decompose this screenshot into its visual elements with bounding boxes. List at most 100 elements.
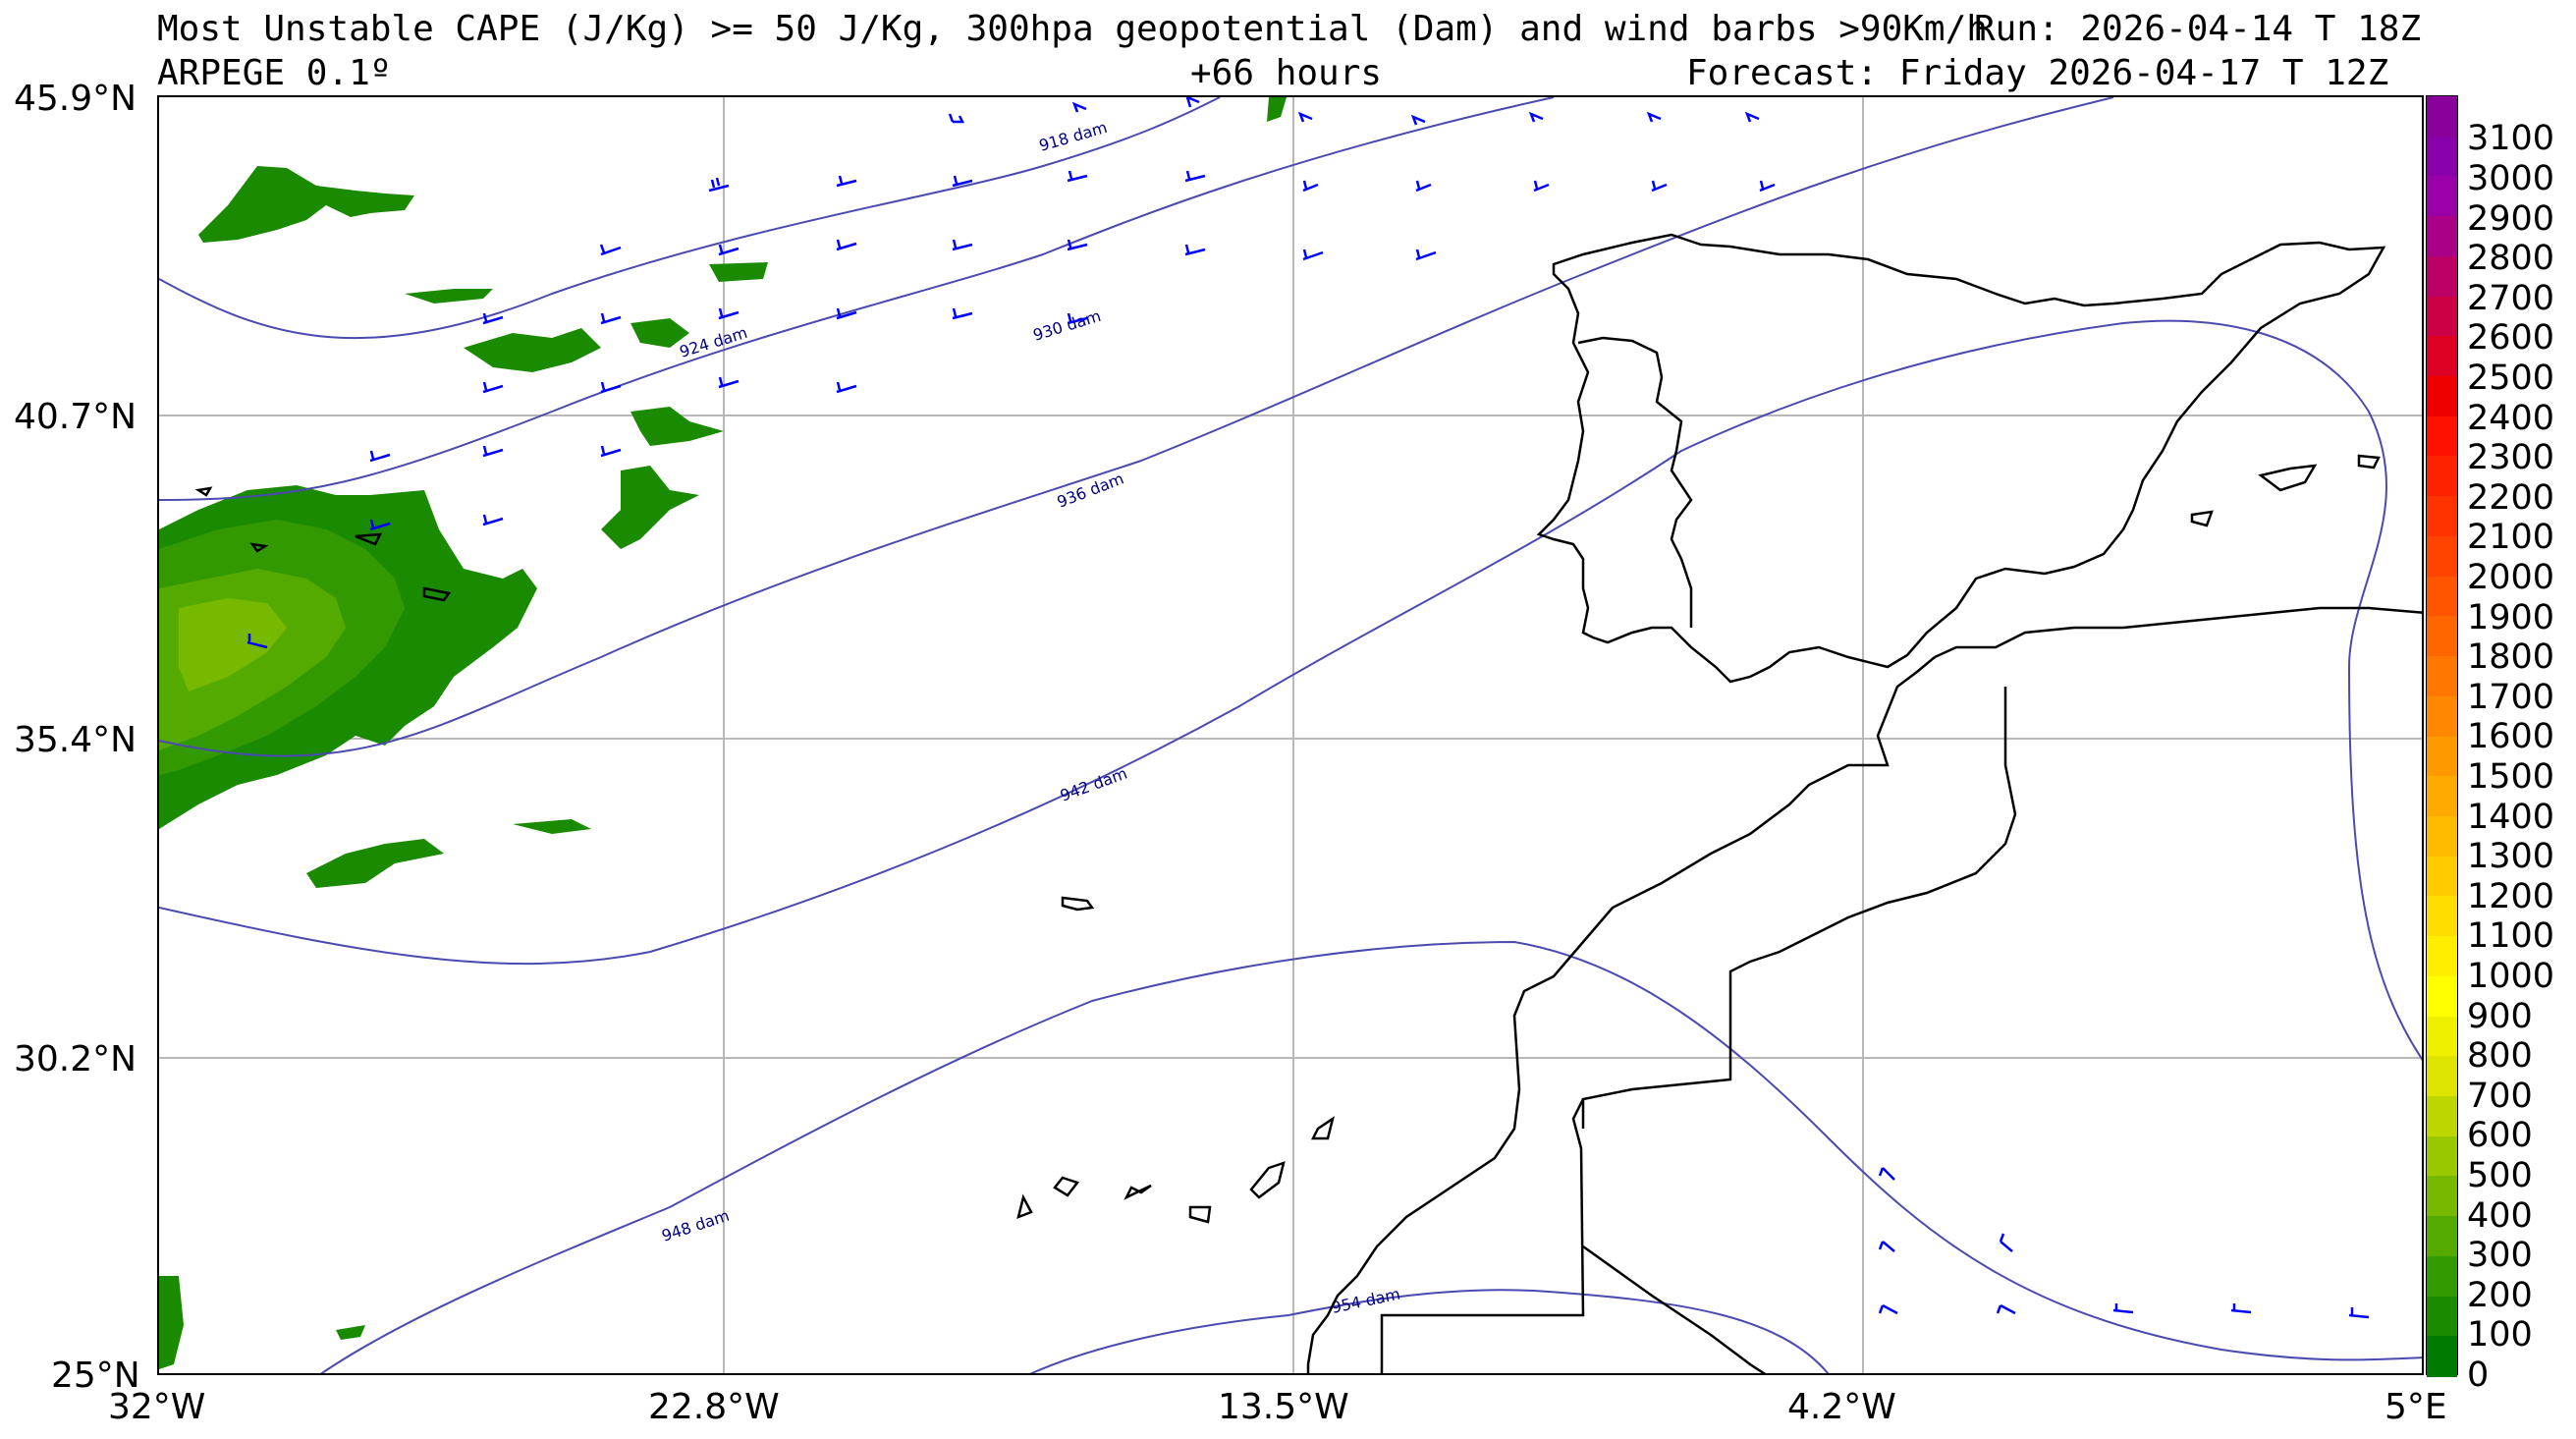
cape-blob-11 bbox=[336, 1325, 365, 1340]
colorbar-tick-label: 1000 bbox=[2467, 957, 2555, 996]
colorbar-block bbox=[2427, 336, 2457, 378]
wind-barb bbox=[1184, 244, 1206, 256]
africa-coast bbox=[1306, 656, 1936, 1373]
colorbar-tick-label: 2200 bbox=[2467, 477, 2555, 518]
wind-barb bbox=[1302, 180, 1319, 193]
canary-4 bbox=[1310, 1116, 1335, 1140]
colorbar-block bbox=[2427, 576, 2457, 618]
morocco-algeria-border bbox=[1581, 687, 2017, 1129]
colorbar-block bbox=[2427, 1216, 2457, 1257]
colorbar-block bbox=[2427, 535, 2457, 578]
north-africa-coast bbox=[1934, 606, 2422, 659]
lat-tick-label: 40.7°N bbox=[14, 397, 137, 437]
wind-barb bbox=[952, 239, 973, 251]
colorbar-tick-label: 2700 bbox=[2467, 278, 2555, 318]
colorbar-tick-label: 1100 bbox=[2467, 916, 2555, 957]
contour-942 bbox=[320, 940, 2422, 1373]
contour-label: 924 dam bbox=[678, 323, 750, 361]
wind-barb bbox=[600, 445, 622, 458]
lon-tick-label: 22.8°W bbox=[648, 1387, 780, 1427]
wind-barb bbox=[1415, 249, 1437, 261]
wind-barb bbox=[1302, 249, 1324, 261]
colorbar-tick-label: 1500 bbox=[2467, 757, 2555, 797]
wind-barb bbox=[1067, 312, 1088, 325]
cape-blob-6 bbox=[630, 407, 724, 446]
cape-blob-4 bbox=[630, 318, 689, 348]
colorbar-tick-label: 3100 bbox=[2467, 119, 2555, 159]
wind-barb bbox=[1415, 180, 1432, 193]
lat-tick-label: 35.4°N bbox=[14, 720, 137, 760]
contour-924 bbox=[159, 97, 1555, 501]
wind-barb bbox=[1533, 180, 1550, 193]
lat-tick-label: 25°N bbox=[51, 1356, 140, 1396]
forecast-map[interactable]: 918 dam 924 dam 930 dam 936 dam 942 dam … bbox=[157, 95, 2424, 1375]
wind-barb bbox=[2348, 1307, 2370, 1319]
wind-barb bbox=[1185, 97, 1200, 108]
colorbar-block bbox=[2427, 1095, 2457, 1137]
colorbar-tick-label: 200 bbox=[2467, 1275, 2533, 1315]
cape-blob-5 bbox=[709, 262, 768, 282]
balearic-2 bbox=[2190, 510, 2214, 527]
cape-blob-7 bbox=[601, 466, 699, 549]
cape-blob-10 bbox=[159, 1276, 184, 1369]
wind-barb bbox=[1996, 1303, 2016, 1315]
colorbar-block bbox=[2427, 376, 2457, 417]
contour-label: 918 dam bbox=[1037, 118, 1110, 155]
contour-label: 930 dam bbox=[1031, 306, 1104, 345]
canary-2 bbox=[1188, 1205, 1212, 1224]
wind-barb bbox=[2230, 1303, 2252, 1314]
contour-label: 942 dam bbox=[1058, 764, 1129, 805]
mauritania-border bbox=[1582, 1245, 1767, 1373]
colorbar-block bbox=[2427, 216, 2457, 257]
wind-barb bbox=[1184, 170, 1206, 183]
colorbar-tick-label: 2900 bbox=[2467, 198, 2555, 239]
colorbar-block bbox=[2427, 1255, 2457, 1298]
colorbar-block bbox=[2427, 815, 2457, 858]
colorbar-block bbox=[2427, 296, 2457, 338]
colorbar-block bbox=[2427, 1296, 2457, 1338]
wind-barb bbox=[1067, 170, 1088, 183]
colorbar-tick-label: 900 bbox=[2467, 996, 2533, 1036]
lon-tick-label: 4.2°W bbox=[1787, 1387, 1896, 1427]
wind-barb bbox=[1999, 1233, 2013, 1252]
wind-barb bbox=[600, 381, 622, 394]
colorbar-tick-label: 3000 bbox=[2467, 159, 2555, 198]
wind-barb bbox=[1071, 101, 1087, 113]
colorbar-block bbox=[2427, 255, 2457, 298]
colorbar-tick-label: 1900 bbox=[2467, 597, 2555, 637]
cape-blob-9 bbox=[513, 819, 591, 834]
cape-colorbar bbox=[2426, 95, 2458, 1377]
wind-barb bbox=[836, 381, 857, 394]
colorbar-block bbox=[2427, 776, 2457, 817]
cape-blob-nw bbox=[198, 166, 414, 243]
iberia-coast bbox=[1536, 233, 2386, 684]
wind-barb bbox=[2112, 1303, 2134, 1314]
contour-label: 948 dam bbox=[659, 1206, 732, 1245]
colorbar-tick-label: 2800 bbox=[2467, 239, 2555, 279]
azores-2 bbox=[422, 586, 452, 602]
colorbar-tick-label: 0 bbox=[2467, 1356, 2490, 1395]
wind-barb bbox=[599, 244, 622, 256]
wind-barb bbox=[1759, 180, 1776, 193]
title-line2-left: ARPEGE 0.1º bbox=[157, 53, 392, 93]
colorbar-block bbox=[2427, 936, 2457, 977]
colorbar-block bbox=[2427, 616, 2457, 658]
lat-tick-label: 45.9°N bbox=[14, 79, 137, 119]
wind-barb bbox=[1878, 1241, 1895, 1252]
wind-barb bbox=[952, 307, 973, 320]
wind-barb bbox=[836, 307, 857, 320]
geopotential-contours bbox=[159, 97, 2422, 1373]
wind-barb bbox=[482, 445, 504, 458]
portugal-border bbox=[1577, 336, 1693, 628]
wind-barbs bbox=[247, 97, 2370, 1319]
contour-label: 936 dam bbox=[1055, 469, 1126, 511]
wind-barb bbox=[1651, 180, 1668, 193]
wind-barb bbox=[482, 514, 504, 526]
balearic bbox=[2258, 464, 2318, 492]
western-sahara-border bbox=[1380, 1098, 1585, 1373]
wind-barb bbox=[952, 175, 973, 188]
canary-5 bbox=[1016, 1193, 1033, 1220]
map-canvas: 918 dam 924 dam 930 dam 936 dam 942 dam … bbox=[159, 97, 2422, 1373]
colorbar-tick-label: 700 bbox=[2467, 1076, 2533, 1116]
colorbar-tick-label: 2400 bbox=[2467, 398, 2555, 438]
